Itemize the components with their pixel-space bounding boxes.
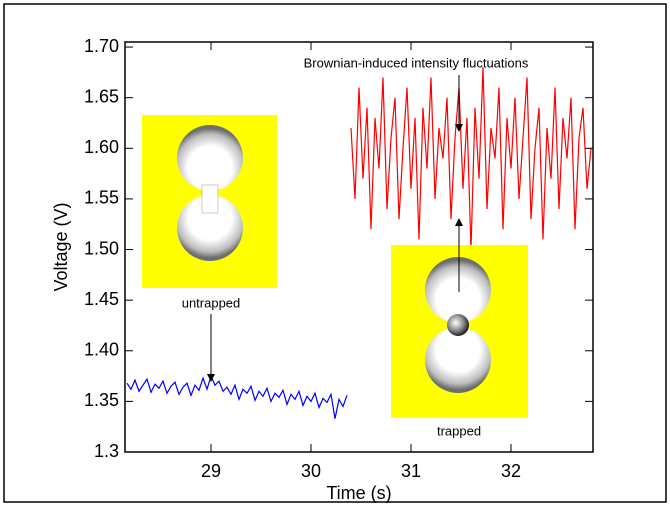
data-line xyxy=(126,374,348,419)
figure-frame xyxy=(3,3,667,503)
y-tick-label: 1.70 xyxy=(84,36,119,56)
y-tick-label: 1.35 xyxy=(84,390,119,410)
x-tick-label: 29 xyxy=(201,461,221,481)
y-tick-label: 1.3 xyxy=(94,441,119,461)
annotation: trapped xyxy=(437,423,481,438)
x-tick-label: 30 xyxy=(301,461,321,481)
x-axis-title: Time (s) xyxy=(326,483,391,503)
x-tick-label: 32 xyxy=(501,461,521,481)
y-axis-title: Voltage (V) xyxy=(51,202,71,291)
plot-area xyxy=(124,41,594,453)
y-tick-label: 1.45 xyxy=(84,289,119,309)
annotation: Brownian-induced intensity fluctuations xyxy=(304,55,529,70)
y-tick-label: 1.60 xyxy=(84,137,119,157)
plot-frame xyxy=(124,41,594,453)
x-tick-label: 31 xyxy=(401,461,421,481)
y-tick-label: 1.40 xyxy=(84,340,119,360)
y-tick-label: 1.50 xyxy=(84,238,119,258)
data-line xyxy=(350,67,592,250)
annotation: untrapped xyxy=(182,295,241,310)
y-tick-label: 1.65 xyxy=(84,86,119,106)
y-tick-label: 1.55 xyxy=(84,188,119,208)
inset-untrapped xyxy=(142,115,277,288)
